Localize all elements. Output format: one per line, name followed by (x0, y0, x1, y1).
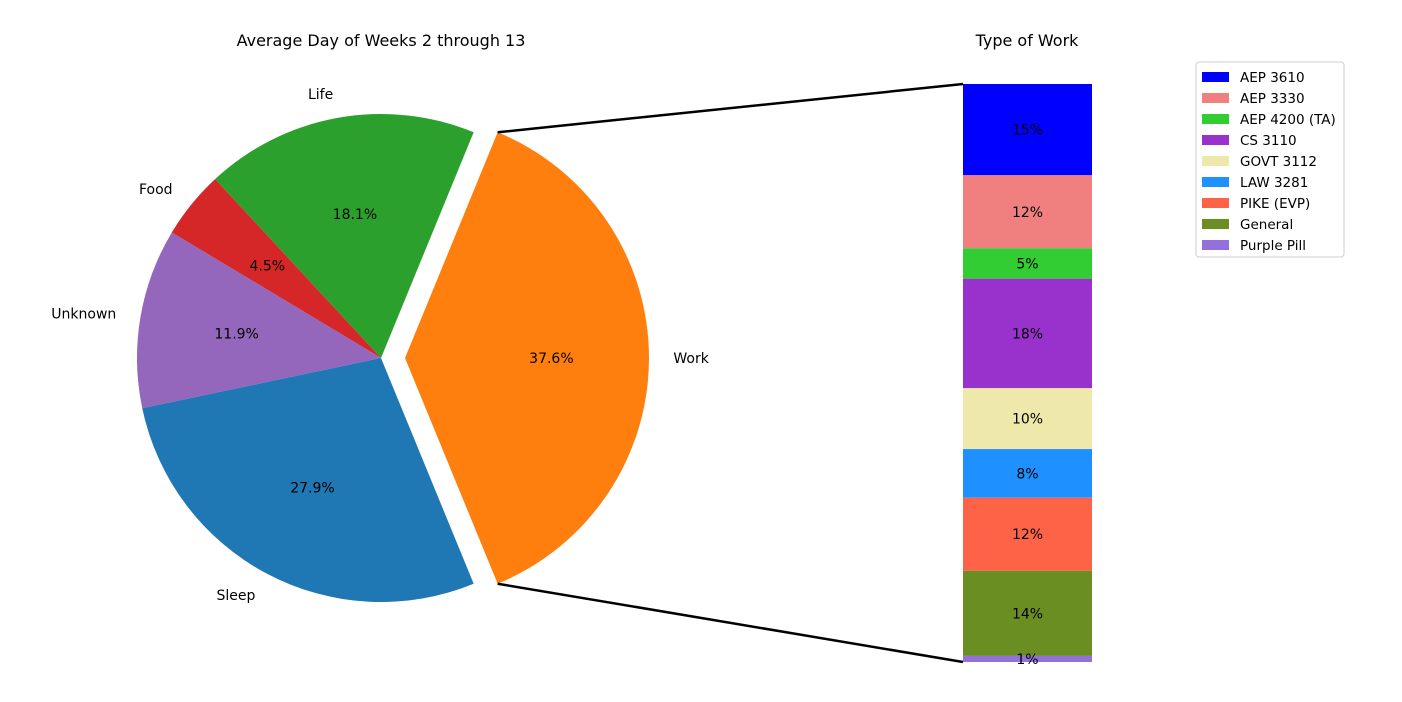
connector-line-bottom (497, 582, 964, 664)
legend-swatch-purple-pill (1202, 240, 1229, 250)
pie-label-work: Work (673, 351, 709, 367)
bar-pct-label-aep-3330: 12% (1012, 205, 1043, 221)
bar-segment-govt-3112 (963, 388, 1092, 450)
legend-label-govt-3112: GOVT 3112 (1240, 154, 1317, 170)
bar-segment-purple-pill (963, 655, 1092, 662)
bar-pct-label-law-3281: 8% (1016, 466, 1038, 482)
pie-slice-food (171, 179, 381, 358)
legend-swatch-cs-3110 (1202, 135, 1229, 145)
connector-line-top (497, 82, 964, 134)
legend-label-general: General (1240, 217, 1293, 233)
bar-segment-law-3281 (963, 449, 1092, 498)
legend-swatch-aep-3610 (1202, 72, 1229, 82)
legend-label-pike-evp: PIKE (EVP) (1240, 196, 1310, 212)
pie-slice-sleep (142, 358, 474, 602)
legend-swatch-pike-evp (1202, 198, 1229, 208)
legend-swatch-aep-3330 (1202, 93, 1229, 103)
pie-chart: Average Day of Weeks 2 through 13 37.6% W… (51, 31, 709, 604)
pie-pct-label-food: 4.5% (250, 259, 286, 275)
bar-pct-label-general: 14% (1012, 606, 1043, 622)
legend-swatch-general (1202, 219, 1229, 229)
bar-pct-label-pike-evp: 12% (1012, 527, 1043, 543)
bar-pct-label-govt-3112: 10% (1012, 412, 1043, 428)
legend-swatch-law-3281 (1202, 177, 1229, 187)
pie-slice-work (405, 132, 649, 584)
bar-segment-aep-4200-ta (963, 248, 1092, 279)
legend-label-aep-3330: AEP 3330 (1240, 91, 1305, 107)
legend-label-law-3281: LAW 3281 (1240, 175, 1308, 191)
bar-pct-label-purple-pill: 1% (1016, 652, 1038, 668)
bar-segment-general (963, 570, 1092, 656)
connector-lines (497, 82, 964, 664)
pie-slice-unknown (136, 232, 381, 409)
pie-label-sleep: Sleep (217, 588, 256, 604)
legend-box (1195, 61, 1345, 258)
pie-label-food: Food (139, 182, 173, 198)
legend-label-aep-4200-ta: AEP 4200 (TA) (1240, 112, 1336, 128)
bar-segment-cs-3110 (963, 278, 1092, 389)
bar-pct-label-aep-3610: 15% (1012, 123, 1043, 139)
legend: AEP 3610 AEP 3330 AEP 4200 (TA) CS 3110 GOVT… (1195, 61, 1345, 258)
bar-pct-label-cs-3110: 18% (1012, 326, 1043, 342)
legend-label-purple-pill: Purple Pill (1240, 238, 1306, 254)
pie-pct-label-life: 18.1% (333, 207, 377, 223)
pie-title: Average Day of Weeks 2 through 13 (237, 31, 526, 50)
bar-segment-aep-3330 (963, 175, 1092, 249)
pie-slice-life (215, 114, 474, 358)
pie-pct-label-sleep: 27.9% (290, 480, 334, 496)
pie-pct-label-unknown: 11.9% (214, 327, 258, 343)
pie-pct-label-work: 37.6% (529, 351, 573, 367)
bar-segment-aep-3610 (963, 84, 1092, 176)
legend-swatch-aep-4200-ta (1202, 114, 1229, 124)
bar-pct-label-aep-4200-ta: 5% (1016, 256, 1038, 272)
stacked-bar-chart: Type of Work 15% 12% 5% 18% 10% 8% 12% 14% 1% (963, 31, 1092, 668)
bar-title: Type of Work (975, 31, 1080, 50)
pie-label-life: Life (308, 87, 333, 103)
legend-swatch-govt-3112 (1202, 156, 1229, 166)
bar-segment-pike-evp (963, 497, 1092, 571)
legend-label-aep-3610: AEP 3610 (1240, 70, 1305, 86)
legend-label-cs-3110: CS 3110 (1240, 133, 1297, 149)
pie-label-unknown: Unknown (51, 307, 116, 323)
